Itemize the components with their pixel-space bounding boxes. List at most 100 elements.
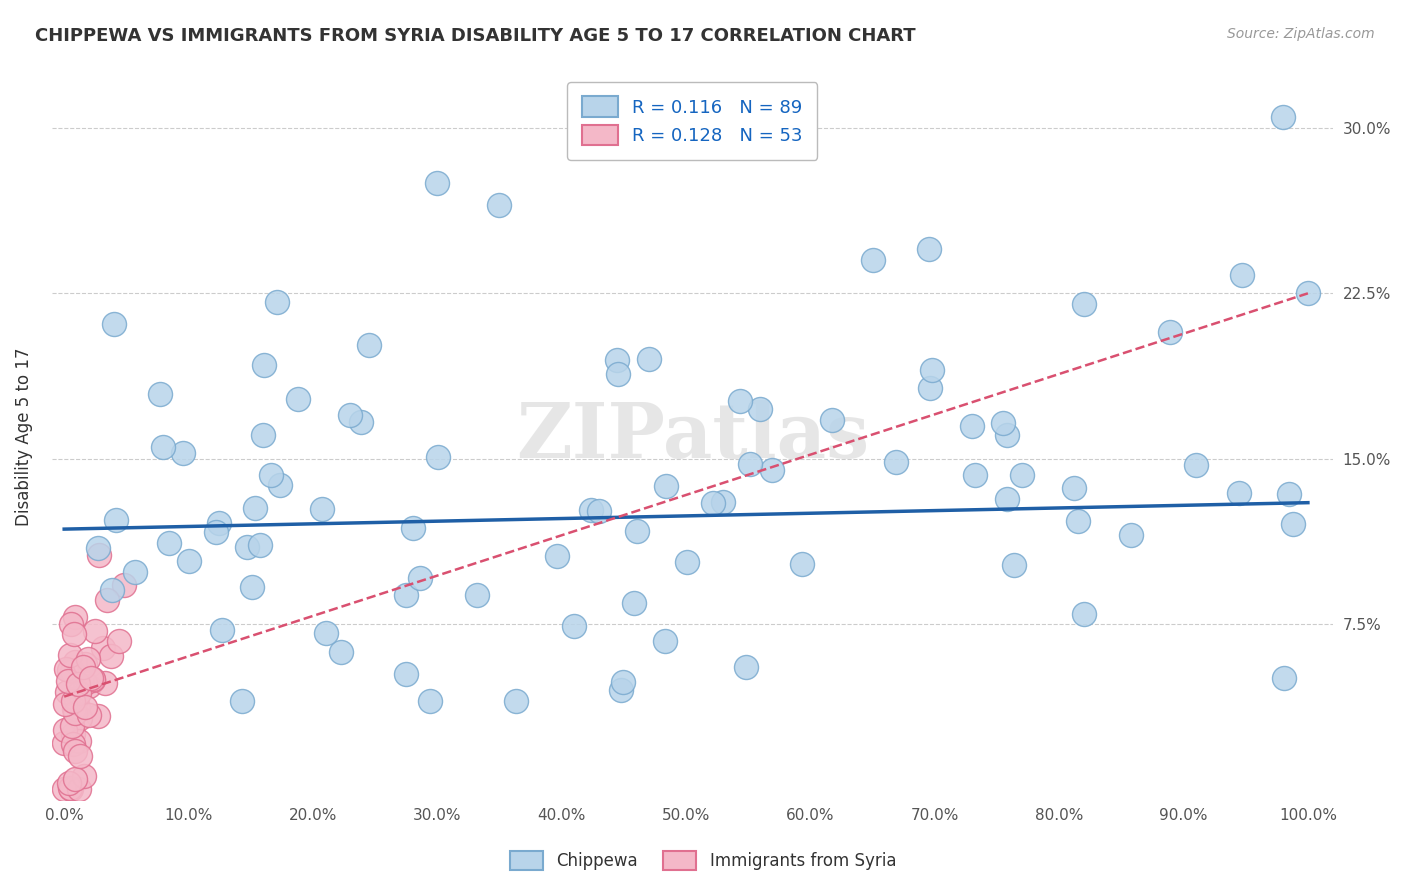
Point	[80, 671, 103, 685]
Point	[60, 664, 83, 678]
Point	[579, 503, 602, 517]
Point	[231, 694, 253, 708]
Point	[58, 663, 80, 677]
Point	[65, 744, 87, 758]
Text: Source: ZipAtlas.com: Source: ZipAtlas.com	[1227, 27, 1375, 41]
Point	[1281, 516, 1303, 531]
Point	[59, 616, 82, 631]
Point	[612, 674, 634, 689]
Point	[740, 457, 762, 471]
Point	[713, 495, 735, 509]
Point	[63, 610, 86, 624]
Point	[69, 748, 91, 763]
Point	[72, 660, 94, 674]
Point	[1073, 297, 1095, 311]
Point	[55, 697, 77, 711]
Point	[55, 662, 77, 676]
Point	[67, 677, 90, 691]
Point	[260, 468, 283, 483]
Point	[1159, 325, 1181, 339]
Point	[179, 554, 201, 568]
Point	[426, 176, 449, 190]
Point	[245, 501, 267, 516]
Point	[675, 555, 697, 569]
Point	[960, 418, 983, 433]
Point	[96, 593, 118, 607]
Point	[76, 652, 98, 666]
Point	[862, 253, 884, 268]
Point	[67, 782, 90, 797]
Point	[921, 362, 943, 376]
Point	[330, 644, 353, 658]
Point	[884, 455, 907, 469]
Point	[610, 683, 633, 698]
Legend: Chippewa, Immigrants from Syria: Chippewa, Immigrants from Syria	[503, 844, 903, 877]
Point	[94, 676, 117, 690]
Point	[748, 401, 770, 416]
Point	[821, 412, 844, 426]
Point	[269, 478, 291, 492]
Point	[53, 737, 76, 751]
Point	[124, 566, 146, 580]
Point	[60, 719, 83, 733]
Point	[562, 619, 585, 633]
Point	[488, 198, 510, 212]
Point	[103, 317, 125, 331]
Point	[73, 657, 96, 672]
Text: CHIPPEWA VS IMMIGRANTS FROM SYRIA DISABILITY AGE 5 TO 17 CORRELATION CHART: CHIPPEWA VS IMMIGRANTS FROM SYRIA DISABI…	[35, 27, 915, 45]
Point	[101, 582, 124, 597]
Point	[100, 649, 122, 664]
Point	[108, 633, 131, 648]
Point	[1277, 487, 1299, 501]
Point	[73, 700, 96, 714]
Point	[79, 707, 101, 722]
Point	[426, 450, 449, 464]
Point	[91, 640, 114, 655]
Point	[311, 501, 333, 516]
Point	[82, 672, 104, 686]
Point	[1011, 468, 1033, 483]
Point	[58, 781, 80, 796]
Point	[1296, 286, 1319, 301]
Point	[73, 676, 96, 690]
Point	[918, 381, 941, 395]
Point	[287, 392, 309, 407]
Point	[395, 667, 418, 681]
Point	[149, 386, 172, 401]
Point	[1119, 528, 1142, 542]
Point	[157, 536, 180, 550]
Point	[637, 352, 659, 367]
Point	[63, 627, 86, 641]
Point	[402, 521, 425, 535]
Point	[546, 549, 568, 564]
Point	[104, 512, 127, 526]
Point	[87, 541, 110, 555]
Point	[350, 415, 373, 429]
Point	[65, 772, 87, 787]
Point	[62, 694, 84, 708]
Point	[626, 524, 648, 539]
Point	[395, 588, 418, 602]
Point	[112, 577, 135, 591]
Point	[62, 727, 84, 741]
Point	[240, 581, 263, 595]
Point	[53, 782, 76, 797]
Point	[69, 711, 91, 725]
Point	[654, 479, 676, 493]
Point	[87, 548, 110, 562]
Point	[58, 776, 80, 790]
Point	[995, 491, 1018, 506]
Point	[63, 655, 86, 669]
Point	[1230, 268, 1253, 283]
Point	[62, 737, 84, 751]
Legend: R = 0.116   N = 89, R = 0.128   N = 53: R = 0.116 N = 89, R = 0.128 N = 53	[567, 82, 817, 160]
Point	[357, 338, 380, 352]
Text: ZIPatlas: ZIPatlas	[516, 400, 869, 474]
Point	[1002, 558, 1025, 573]
Point	[56, 673, 79, 688]
Point	[84, 624, 107, 639]
Point	[702, 496, 724, 510]
Point	[409, 571, 432, 585]
Point	[761, 463, 783, 477]
Point	[172, 446, 194, 460]
